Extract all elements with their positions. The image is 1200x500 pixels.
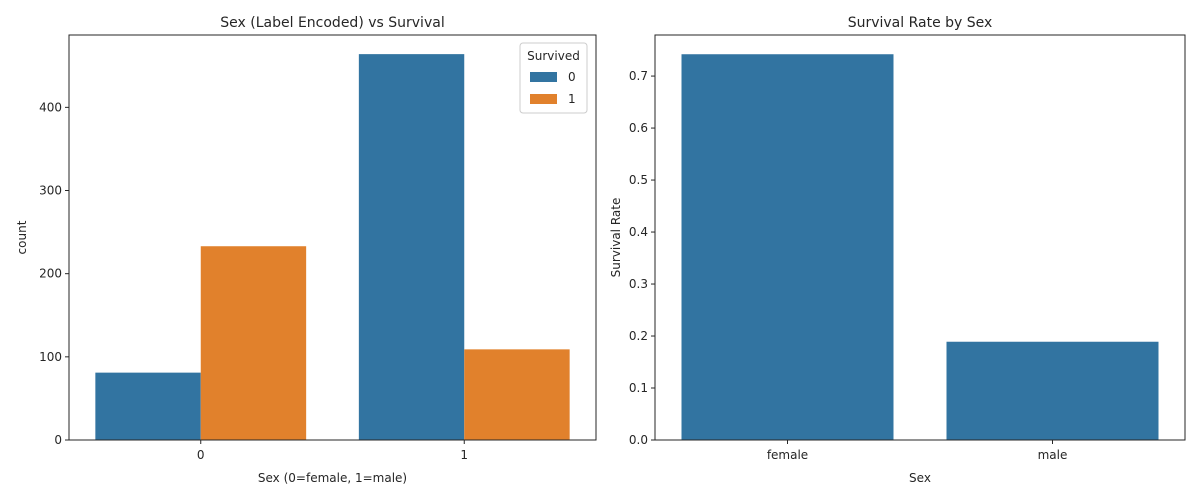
bar-female-series-0 bbox=[681, 54, 894, 440]
y-tick-label: 0.6 bbox=[629, 121, 648, 135]
chart-sex-vs-survival: 0 100 200 300 400 0 1 Sex (Label Encoded) vs Su… bbox=[15, 15, 597, 485]
bar-male-series-0 bbox=[946, 341, 1159, 440]
x-tick-label: male bbox=[1038, 448, 1068, 462]
bar-0-series-1 bbox=[200, 246, 307, 440]
bar-1-series-0 bbox=[358, 54, 465, 440]
y-tick-label: 0.2 bbox=[629, 329, 648, 343]
y-tick-label: 400 bbox=[39, 100, 62, 114]
x-axis-label: Sex (0=female, 1=male) bbox=[258, 471, 407, 485]
plot-frame bbox=[68, 34, 597, 441]
chart-title: Survival Rate by Sex bbox=[848, 15, 993, 31]
y-axis-label: count bbox=[15, 220, 29, 254]
x-tick-label: 1 bbox=[460, 448, 468, 462]
y-axis-label: Survival Rate bbox=[609, 198, 623, 278]
x-axis-label: Sex bbox=[909, 471, 931, 485]
legend-entry-label: 0 bbox=[568, 70, 576, 84]
legend: Survived 0 1 bbox=[519, 42, 588, 114]
y-tick-label: 100 bbox=[39, 350, 62, 364]
y-tick-label: 0.5 bbox=[629, 173, 648, 187]
y-tick-label: 300 bbox=[39, 184, 62, 198]
y-tick-label: 200 bbox=[39, 267, 62, 281]
legend-swatch bbox=[530, 94, 557, 104]
y-tick-label: 0.7 bbox=[629, 69, 648, 83]
y-tick-label: 0.0 bbox=[629, 433, 648, 447]
chart-survival-rate-by-sex: 0.0 0.1 0.2 0.3 0.4 0.5 0.6 0.7 female male Surviv… bbox=[609, 15, 1186, 485]
y-tick-label: 0.1 bbox=[629, 381, 648, 395]
y-tick-label: 0.4 bbox=[629, 225, 648, 239]
x-tick-label: 0 bbox=[197, 448, 205, 462]
y-tick-label: 0 bbox=[54, 433, 62, 447]
legend-swatch bbox=[530, 72, 557, 82]
legend-entry-label: 1 bbox=[568, 92, 576, 106]
bar-0-series-0 bbox=[95, 372, 201, 440]
x-tick-label: female bbox=[767, 448, 808, 462]
plot-frame bbox=[654, 34, 1186, 441]
bar-1-series-1 bbox=[464, 349, 570, 440]
legend-title: Survived bbox=[527, 49, 580, 63]
y-tick-label: 0.3 bbox=[629, 277, 648, 291]
chart-title: Sex (Label Encoded) vs Survival bbox=[220, 15, 444, 31]
